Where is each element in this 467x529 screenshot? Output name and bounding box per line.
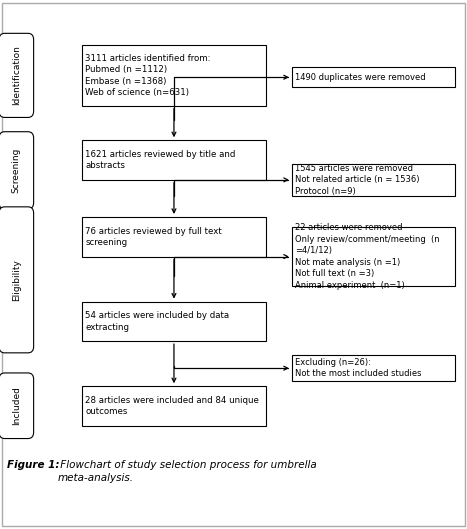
Text: 22 articles were removed
Only review/comment/meeting  (n
=4/1/12)
Not mate analy: 22 articles were removed Only review/com… — [295, 223, 440, 290]
FancyBboxPatch shape — [82, 386, 266, 426]
FancyBboxPatch shape — [0, 132, 34, 209]
Text: 3111 articles identified from:
Pubmed (n =1112)
Embase (n =1368)
Web of science : 3111 articles identified from: Pubmed (n… — [85, 54, 211, 97]
Text: 1621 articles reviewed by title and
abstracts: 1621 articles reviewed by title and abst… — [85, 150, 236, 170]
Text: Eligibility: Eligibility — [12, 259, 21, 301]
Text: 54 articles were included by data
extracting: 54 articles were included by data extrac… — [85, 311, 230, 332]
Text: Included: Included — [12, 386, 21, 425]
FancyBboxPatch shape — [292, 355, 455, 381]
Text: 1545 articles were removed
Not related article (n = 1536)
Protocol (n=9): 1545 articles were removed Not related a… — [295, 164, 420, 196]
Text: Figure 1:: Figure 1: — [7, 460, 59, 470]
FancyBboxPatch shape — [82, 45, 266, 106]
Text: 1490 duplicates were removed: 1490 duplicates were removed — [295, 72, 426, 82]
Text: 28 articles were included and 84 unique
outcomes: 28 articles were included and 84 unique … — [85, 396, 259, 416]
FancyBboxPatch shape — [292, 164, 455, 196]
FancyBboxPatch shape — [82, 217, 266, 257]
FancyBboxPatch shape — [292, 67, 455, 87]
FancyBboxPatch shape — [0, 207, 34, 353]
FancyBboxPatch shape — [0, 373, 34, 439]
Text: Screening: Screening — [12, 148, 21, 193]
FancyBboxPatch shape — [82, 302, 266, 341]
FancyBboxPatch shape — [82, 140, 266, 180]
Text: Identification: Identification — [12, 45, 21, 105]
FancyBboxPatch shape — [0, 33, 34, 117]
Text: Flowchart of study selection process for umbrella
meta-analysis.: Flowchart of study selection process for… — [57, 460, 317, 484]
Text: 76 articles reviewed by full text
screening: 76 articles reviewed by full text screen… — [85, 226, 222, 247]
Text: Excluding (n=26):
Not the most included studies: Excluding (n=26): Not the most included … — [295, 358, 422, 378]
FancyBboxPatch shape — [292, 227, 455, 286]
